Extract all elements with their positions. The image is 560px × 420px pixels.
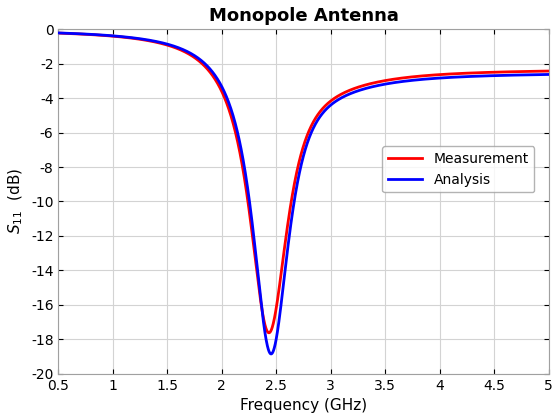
Measurement bbox=[80, 32, 87, 37]
Measurement bbox=[281, 249, 287, 254]
Analysis bbox=[531, 72, 538, 77]
Measurement bbox=[55, 31, 62, 36]
Legend: Measurement, Analysis: Measurement, Analysis bbox=[382, 147, 534, 192]
X-axis label: Frequency (GHz): Frequency (GHz) bbox=[240, 398, 367, 413]
Analysis bbox=[293, 182, 300, 187]
Title: Monopole Antenna: Monopole Antenna bbox=[208, 7, 399, 25]
Analysis bbox=[545, 72, 552, 77]
Measurement bbox=[531, 69, 538, 74]
Analysis bbox=[80, 32, 87, 37]
Measurement bbox=[545, 68, 552, 74]
Measurement bbox=[531, 69, 538, 74]
Analysis bbox=[55, 30, 62, 35]
Analysis bbox=[441, 75, 448, 80]
Y-axis label: $S_{11}$  (dB): $S_{11}$ (dB) bbox=[7, 168, 25, 234]
Measurement bbox=[265, 330, 272, 335]
Analysis bbox=[268, 352, 274, 357]
Analysis bbox=[531, 72, 538, 77]
Measurement bbox=[293, 168, 300, 173]
Line: Analysis: Analysis bbox=[58, 33, 549, 354]
Measurement bbox=[441, 72, 448, 77]
Line: Measurement: Measurement bbox=[58, 33, 549, 333]
Analysis bbox=[281, 277, 287, 282]
